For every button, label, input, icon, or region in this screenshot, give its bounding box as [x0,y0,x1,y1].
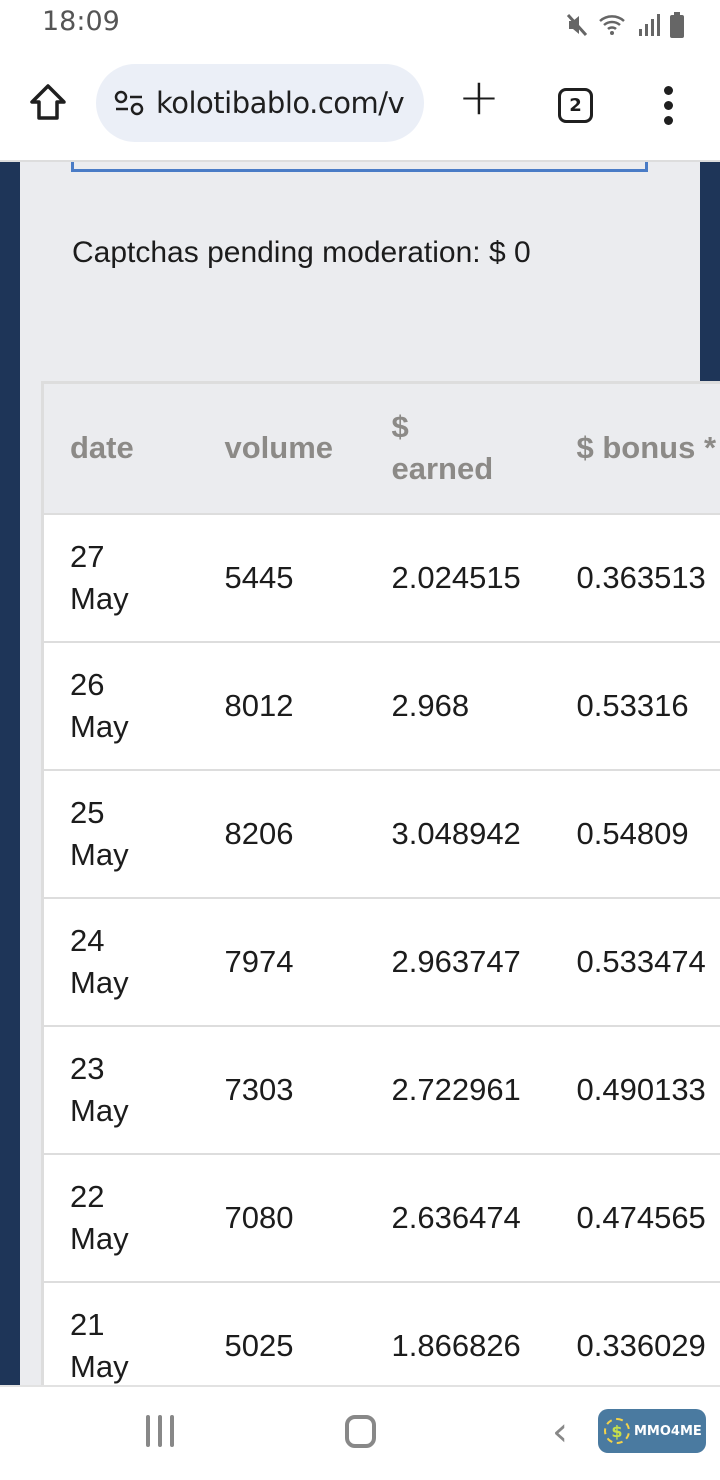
cell-bonus: 0.474565 [550,1152,720,1282]
cell-date: 21 May [41,1280,199,1385]
cell-date: 27 May [41,512,199,642]
cell-earned: 1.866826 [365,1280,551,1385]
home-icon[interactable] [28,82,68,122]
cell-date: 25 May [41,768,199,898]
table-row: 25 May 8206 3.048942 0.54809 [41,768,720,898]
cell-date: 22 May [41,1152,199,1282]
clock: 18:09 [42,6,120,37]
wifi-icon [599,15,625,35]
cell-date: 24 May [41,896,199,1026]
cell-volume: 5445 [198,512,366,642]
header-bonus: $ bonus * [550,381,720,514]
site-settings-icon[interactable] [114,90,144,116]
cell-earned: 2.024515 [365,512,551,642]
header-earned: $ earned [365,381,551,514]
cell-volume: 8012 [198,640,366,770]
cell-earned: 3.048942 [365,768,551,898]
cell-bonus: 0.363513 [550,512,720,642]
header-date: date [41,381,199,514]
header-volume: volume [198,381,366,514]
cell-volume: 8206 [198,768,366,898]
cell-date: 26 May [41,640,199,770]
signal-icon [639,14,660,36]
table-row: 24 May 7974 2.963747 0.533474 [41,896,720,1026]
cell-bonus: 0.490133 [550,1024,720,1154]
address-bar[interactable]: kolotibablo.com/v [96,64,424,142]
cell-volume: 7974 [198,896,366,1026]
table-row: 21 May 5025 1.866826 0.336029 [41,1280,720,1385]
cell-earned: 2.968 [365,640,551,770]
sidebar-edge-right [700,162,720,382]
table-row: 27 May 5445 2.024515 0.363513 [41,512,720,642]
table-row: 23 May 7303 2.722961 0.490133 [41,1024,720,1154]
table-header: date volume $ earned $ bonus * [41,381,720,514]
cell-volume: 5025 [198,1280,366,1385]
cell-volume: 7080 [198,1152,366,1282]
status-bar: 18:09 [0,0,720,50]
back-button[interactable]: ‹ [552,1409,568,1455]
earnings-table: date volume $ earned $ bonus * 27 May 544… [41,381,720,1385]
pending-moderation-text: Captchas pending moderation: $ 0 [72,236,531,269]
watermark-logo: $ MMO4ME [598,1409,706,1453]
table-row: 26 May 8012 2.968 0.53316 [41,640,720,770]
cell-bonus: 0.54809 [550,768,720,898]
cell-earned: 2.722961 [365,1024,551,1154]
url-text: kolotibablo.com/v [156,86,405,120]
tab-switcher-button[interactable]: 2 [558,88,593,123]
cell-volume: 7303 [198,1024,366,1154]
cell-earned: 2.963747 [365,896,551,1026]
cell-bonus: 0.533474 [550,896,720,1026]
cell-bonus: 0.336029 [550,1280,720,1385]
home-button[interactable] [345,1415,376,1448]
more-menu-icon[interactable] [664,86,673,125]
recents-button[interactable] [146,1415,174,1447]
cell-bonus: 0.53316 [550,640,720,770]
sidebar-edge [0,162,20,1385]
cell-date: 23 May [41,1024,199,1154]
browser-toolbar: kolotibablo.com/v + 2 [0,50,720,160]
system-nav-bar: ‹ $ MMO4ME [0,1385,720,1480]
input-field-bottom[interactable] [71,162,648,172]
cell-earned: 2.636474 [365,1152,551,1282]
mute-icon [566,13,588,37]
new-tab-button[interactable]: + [458,68,500,126]
battery-icon [670,12,684,38]
web-content: Captchas pending moderation: $ 0 date vo… [0,160,720,1385]
table-row: 22 May 7080 2.636474 0.474565 [41,1152,720,1282]
